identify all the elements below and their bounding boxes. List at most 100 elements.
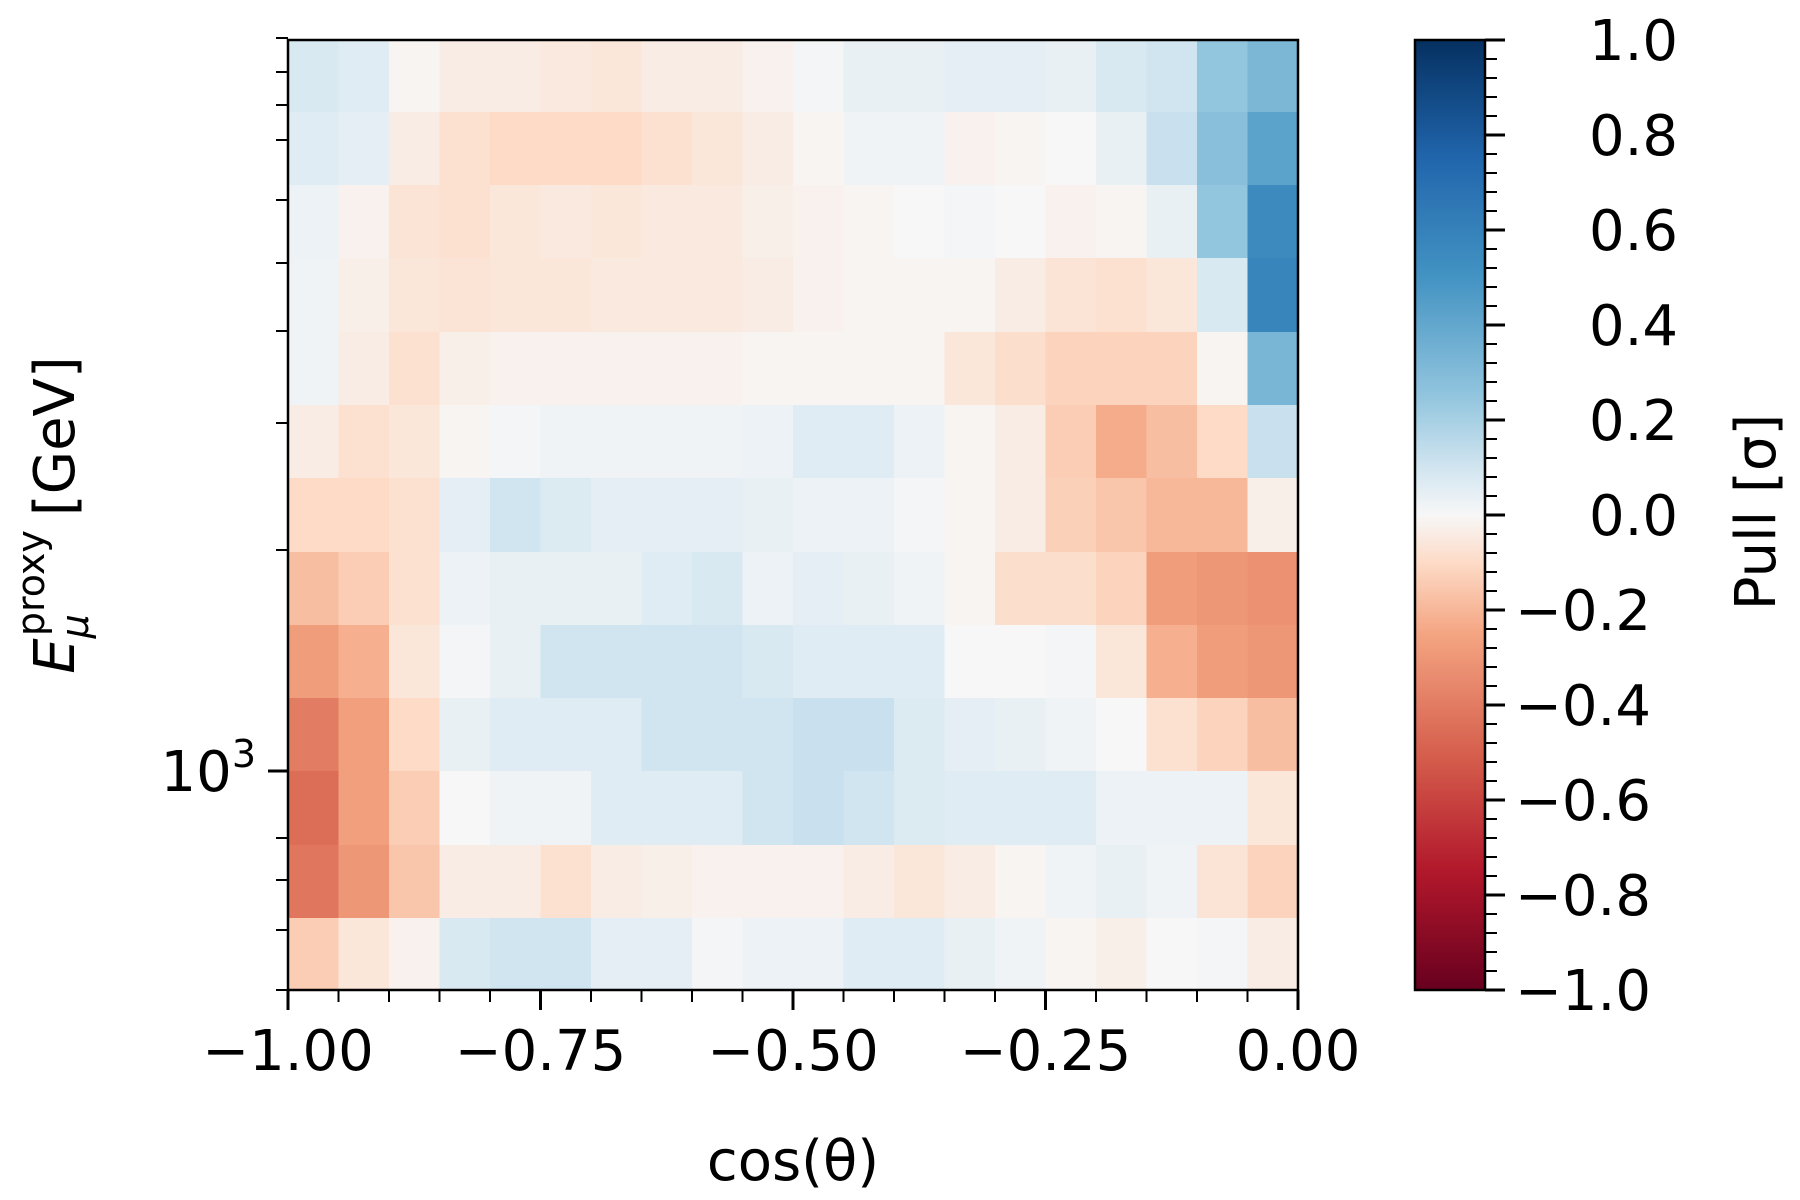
y-label-unit: [GeV] bbox=[23, 356, 88, 516]
heatmap-cell bbox=[944, 185, 996, 259]
y-tick-label: 103 bbox=[161, 732, 256, 805]
heatmap-cell bbox=[338, 771, 390, 846]
heatmap-cell bbox=[1146, 405, 1198, 479]
heatmap-cell bbox=[1247, 478, 1299, 553]
heatmap-cell bbox=[288, 405, 340, 479]
heatmap-cell bbox=[894, 918, 946, 991]
heatmap-cell bbox=[1197, 40, 1249, 113]
heatmap-cell bbox=[591, 845, 643, 919]
x-tick-label: −0.75 bbox=[455, 1019, 627, 1084]
heatmap-cell bbox=[439, 771, 491, 846]
heatmap-cell bbox=[288, 478, 340, 553]
heatmap-cell bbox=[389, 405, 441, 479]
heatmap-cell bbox=[995, 625, 1047, 699]
heatmap-cell bbox=[1045, 625, 1097, 699]
heatmap-cells bbox=[288, 40, 1299, 991]
heatmap-cell bbox=[490, 698, 542, 772]
heatmap-cell bbox=[1197, 698, 1249, 772]
heatmap-cell bbox=[995, 845, 1047, 919]
heatmap-cell bbox=[439, 185, 491, 259]
heatmap-cell bbox=[1096, 112, 1148, 186]
colorbar-tick-label: −0.2 bbox=[1515, 579, 1651, 644]
heatmap-cell bbox=[288, 332, 340, 406]
heatmap-cell bbox=[1197, 185, 1249, 259]
y-label-main: E bbox=[23, 638, 88, 674]
heatmap-cell bbox=[1045, 552, 1097, 626]
heatmap-cell bbox=[692, 698, 744, 772]
heatmap-cell bbox=[894, 258, 946, 333]
heatmap-cell bbox=[641, 918, 693, 991]
heatmap-cell bbox=[742, 771, 794, 846]
heatmap-cell bbox=[591, 332, 643, 406]
heatmap-cell bbox=[995, 771, 1047, 846]
heatmap-cell bbox=[793, 40, 845, 113]
heatmap-cell bbox=[1045, 405, 1097, 479]
heatmap-cell bbox=[1096, 405, 1148, 479]
heatmap-cell bbox=[641, 478, 693, 553]
x-tick-label: −0.25 bbox=[960, 1019, 1132, 1084]
heatmap-cell bbox=[1197, 625, 1249, 699]
heatmap-cell bbox=[338, 112, 390, 186]
heatmap-cell bbox=[742, 625, 794, 699]
heatmap-cell bbox=[1146, 918, 1198, 991]
heatmap-cell bbox=[641, 40, 693, 113]
heatmap-cell bbox=[1197, 112, 1249, 186]
y-label-sup: proxy bbox=[9, 530, 53, 636]
heatmap-cell bbox=[540, 698, 592, 772]
heatmap-cell bbox=[742, 918, 794, 991]
heatmap-cell bbox=[1045, 698, 1097, 772]
heatmap-cell bbox=[1247, 185, 1299, 259]
heatmap-cell bbox=[692, 112, 744, 186]
x-axis: −1.00 −0.75 −0.50 −0.25 0.00 bbox=[202, 990, 1360, 1084]
colorbar-tick-label: 0.4 bbox=[1589, 294, 1678, 359]
heatmap-cell bbox=[742, 552, 794, 626]
heatmap-cell bbox=[793, 698, 845, 772]
heatmap-cell bbox=[288, 698, 340, 772]
heatmap-cell bbox=[742, 40, 794, 113]
heatmap-cell bbox=[1146, 185, 1198, 259]
heatmap-cell bbox=[944, 112, 996, 186]
heatmap-cell bbox=[1045, 845, 1097, 919]
heatmap-cell bbox=[288, 625, 340, 699]
heatmap-cell bbox=[288, 771, 340, 846]
colorbar-tick-label: 0.0 bbox=[1589, 484, 1678, 549]
heatmap-cell bbox=[995, 478, 1047, 553]
heatmap-cell bbox=[1247, 112, 1299, 186]
heatmap-cell bbox=[1247, 258, 1299, 333]
heatmap-cell bbox=[894, 625, 946, 699]
heatmap-cell bbox=[742, 332, 794, 406]
heatmap-cell bbox=[591, 478, 643, 553]
heatmap-cell bbox=[843, 698, 895, 772]
heatmap-cell bbox=[1096, 185, 1148, 259]
heatmap-cell bbox=[490, 405, 542, 479]
x-tick-label: −0.50 bbox=[707, 1019, 879, 1084]
heatmap-cell bbox=[995, 40, 1047, 113]
heatmap-cell bbox=[540, 918, 592, 991]
heatmap-cell bbox=[1096, 625, 1148, 699]
heatmap-cell bbox=[995, 185, 1047, 259]
colorbar-tick-label: −0.6 bbox=[1515, 769, 1651, 834]
y-axis-label: Eμproxy [GeV] bbox=[9, 356, 97, 673]
heatmap-cell bbox=[540, 552, 592, 626]
heatmap-cell bbox=[338, 258, 390, 333]
heatmap-cell bbox=[995, 112, 1047, 186]
heatmap-cell bbox=[338, 625, 390, 699]
heatmap-cell bbox=[1247, 40, 1299, 113]
colorbar-tick-label: 0.2 bbox=[1589, 389, 1678, 454]
heatmap-cell bbox=[944, 478, 996, 553]
heatmap-cell bbox=[1096, 332, 1148, 406]
heatmap-cell bbox=[843, 478, 895, 553]
heatmap-cell bbox=[1197, 845, 1249, 919]
heatmap-cell bbox=[540, 405, 592, 479]
heatmap-cell bbox=[692, 258, 744, 333]
heatmap-cell bbox=[540, 771, 592, 846]
heatmap-cell bbox=[389, 185, 441, 259]
heatmap-cell bbox=[1096, 771, 1148, 846]
heatmap-cell bbox=[338, 698, 390, 772]
heatmap-cell bbox=[389, 478, 441, 553]
colorbar-tick-label: 1.0 bbox=[1589, 9, 1678, 74]
heatmap-cell bbox=[439, 845, 491, 919]
heatmap-cell bbox=[439, 40, 491, 113]
heatmap-cell bbox=[1045, 332, 1097, 406]
heatmap-cell bbox=[742, 112, 794, 186]
